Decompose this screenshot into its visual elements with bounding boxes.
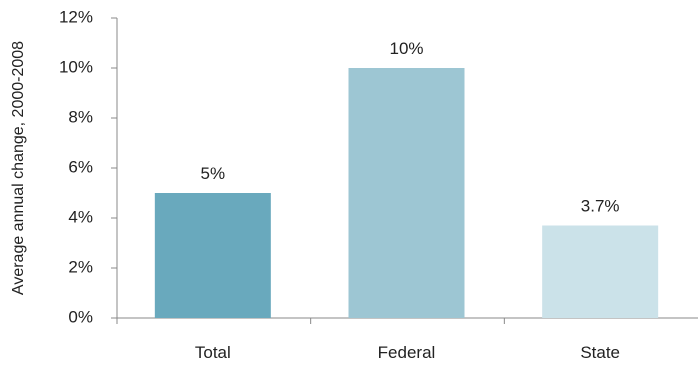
bars (154, 68, 659, 318)
y-tick-label: 4% (68, 207, 93, 226)
bar-state (542, 225, 659, 318)
y-axis-title: Average annual change, 2000-2008 (10, 41, 27, 295)
y-tick-label: 6% (68, 157, 93, 176)
data-label-total: 5% (201, 164, 226, 183)
data-label-state: 3.7% (581, 197, 620, 216)
category-label-federal: Federal (378, 343, 436, 362)
bar-total (154, 193, 271, 318)
y-tick-label: 2% (68, 257, 93, 276)
y-tick-label: 8% (68, 107, 93, 126)
bar-federal (348, 68, 465, 318)
y-tick-label: 12% (59, 7, 93, 26)
category-label-state: State (580, 343, 620, 362)
labels: 5% Total 10% Federal 3.7% State (195, 39, 620, 362)
data-label-federal: 10% (389, 39, 423, 58)
category-label-total: Total (195, 343, 231, 362)
y-tick-label: 0% (68, 307, 93, 326)
y-tick-label: 10% (59, 57, 93, 76)
